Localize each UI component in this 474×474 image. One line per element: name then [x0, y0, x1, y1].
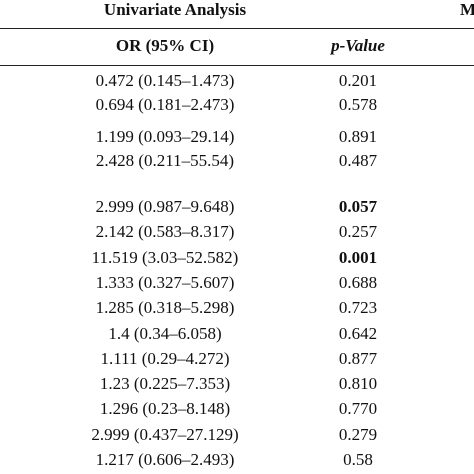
cell: 1.199 (0.093–29.14)	[95, 127, 235, 146]
cell: 0.58	[343, 450, 373, 469]
cell: 0.810	[338, 374, 378, 394]
cell: 0.001	[338, 247, 378, 267]
cell: 2.142 (0.583–8.317)	[95, 222, 235, 242]
cell: 2.999 (0.437–27.129)	[91, 424, 239, 444]
cell: 0.877	[338, 348, 378, 368]
cell: 2.428 (0.211–55.54)	[95, 150, 235, 170]
cell: 0.770	[338, 399, 378, 419]
column-header: OR (95% CI)	[115, 36, 215, 55]
cell: 1.333 (0.327–5.607)	[95, 272, 235, 292]
cell: 0.578	[338, 94, 378, 114]
cell: 1.285 (0.318–5.298)	[95, 298, 235, 318]
cell: 0.201	[338, 71, 378, 90]
column-header: p-Value	[331, 36, 385, 55]
cell: 0.057	[338, 197, 378, 216]
cell: 0.472 (0.145–1.473)	[95, 71, 235, 90]
cell: 0.723	[338, 298, 378, 318]
cell: 0.891	[338, 127, 378, 146]
cell: 1.111 (0.29–4.272)	[100, 348, 230, 368]
cell: 0.279	[338, 424, 378, 444]
cell: 1.217 (0.606–2.493)	[95, 450, 235, 469]
cell: 0.487	[338, 150, 378, 170]
cell: 1.4 (0.34–6.058)	[108, 323, 222, 343]
cell: 2.999 (0.987–9.648)	[95, 197, 235, 216]
cell: 1.23 (0.225–7.353)	[99, 374, 231, 394]
cell: 0.642	[338, 323, 378, 343]
rule	[0, 65, 474, 66]
rule	[0, 28, 474, 29]
cell: 0.257	[338, 222, 378, 242]
cell: 0.694 (0.181–2.473)	[95, 94, 235, 114]
cell: 11.519 (3.03–52.582)	[91, 247, 239, 267]
group-title: Univariate Analysis	[103, 0, 247, 19]
next-group-title: M	[459, 0, 474, 19]
cell: 1.296 (0.23–8.148)	[99, 399, 231, 419]
cell: 0.688	[338, 272, 378, 292]
